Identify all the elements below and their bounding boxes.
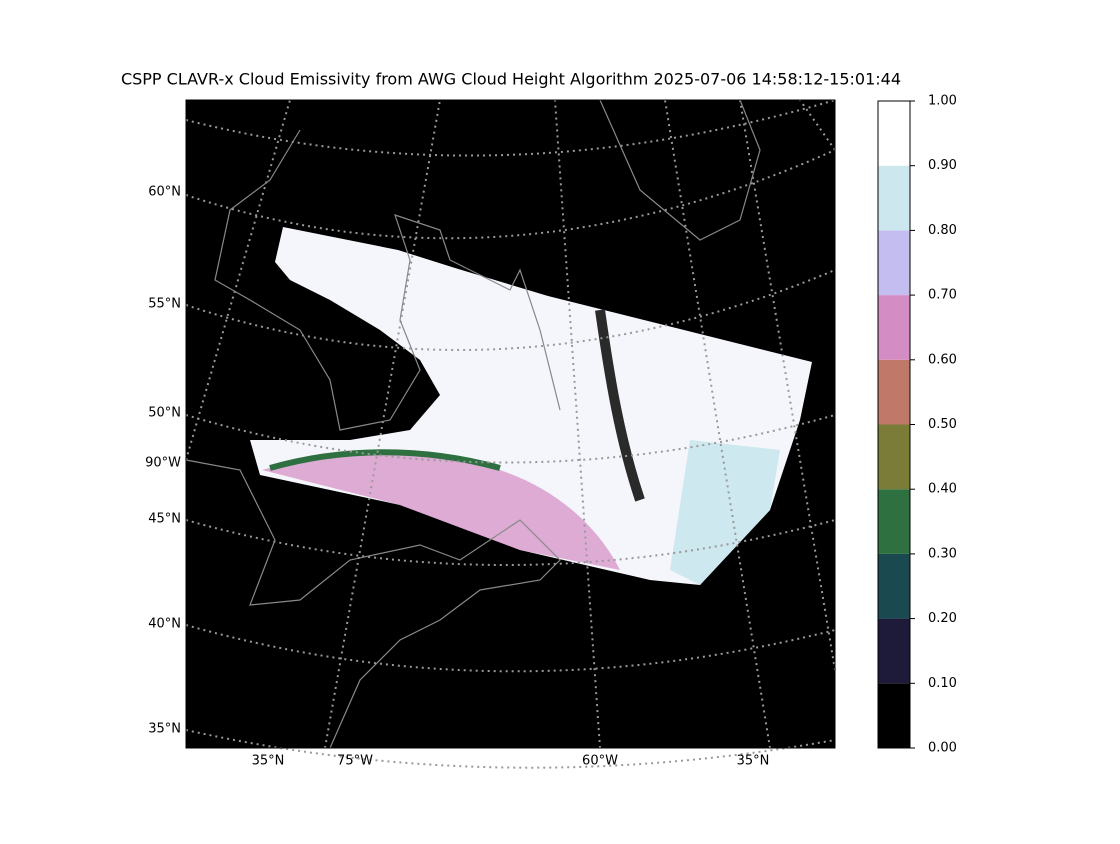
colorbar-tick-label: 1.00 <box>928 94 957 109</box>
colorbar-tick-label: 0.90 <box>928 158 957 173</box>
colorbar-tick-label: 0.10 <box>928 676 957 691</box>
lat-label: 35°N <box>148 722 181 737</box>
coastlines <box>185 99 761 749</box>
map <box>185 99 836 769</box>
colorbar-tick-label: 0.30 <box>928 546 957 561</box>
lat-label: 45°N <box>148 512 181 527</box>
colorbar-segment <box>878 424 910 490</box>
colorbar-tick-label: 0.70 <box>928 288 957 303</box>
colorbar-tick-label: 0.60 <box>928 352 957 367</box>
map-frame <box>185 99 836 749</box>
lon-label: 60°W <box>582 754 618 769</box>
colorbar-segment <box>878 359 910 425</box>
lat-label: 50°N <box>148 406 181 421</box>
lon-label: 35°N <box>252 754 285 769</box>
lat-label: 40°N <box>148 617 181 632</box>
colorbar: 0.00 0.10 0.20 0.30 0.40 0.50 0.60 0.70 0.80 0.90… <box>877 94 957 756</box>
colorbar-segment <box>878 618 910 684</box>
colorbar-segment <box>878 683 910 748</box>
lat-label: 60°N <box>148 185 181 200</box>
map-labels: 60°N 55°N 50°N 90°W 45°N 40°N 35°N 35°N 75°W 60°W… <box>145 185 769 769</box>
colorbar-tick-label: 0.40 <box>928 482 957 497</box>
colorbar-segment <box>878 101 910 166</box>
colorbar-segment <box>878 165 910 231</box>
lat-label: 90°W <box>145 456 181 471</box>
title: CSPP CLAVR-x Cloud Emissivity from AWG C… <box>121 70 901 89</box>
colorbar-segment <box>878 295 910 360</box>
colorbar-tick-label: 0.00 <box>928 741 957 756</box>
colorbar-tick-label: 0.80 <box>928 223 957 238</box>
colorbar-tick-label: 0.20 <box>928 611 957 626</box>
lat-label: 55°N <box>148 297 181 312</box>
colorbar-segment <box>878 230 910 296</box>
colorbar-tick-label: 0.50 <box>928 417 957 432</box>
colorbar-segment <box>878 553 910 619</box>
graticule <box>185 99 836 769</box>
lon-label: 75°W <box>337 754 373 769</box>
lon-label: 35°N <box>737 754 770 769</box>
colorbar-segment <box>878 489 910 554</box>
